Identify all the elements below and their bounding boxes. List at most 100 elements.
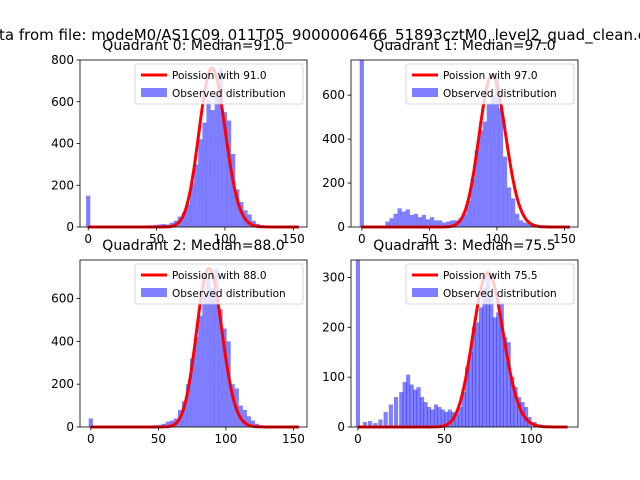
histogram-bar — [247, 214, 252, 227]
histogram-bar — [421, 214, 427, 227]
y-tick-label: 200 — [51, 377, 74, 391]
histogram-bar — [190, 183, 195, 227]
histogram-bar — [442, 222, 447, 227]
y-tick-label: 0 — [66, 420, 74, 434]
histogram-bar — [206, 99, 211, 227]
histogram-bar — [527, 223, 532, 227]
histogram-bar — [194, 164, 199, 227]
histogram-bar — [362, 422, 367, 427]
histogram-bar — [231, 153, 236, 227]
x-tick-label: 100 — [520, 432, 543, 446]
y-tick-label: 200 — [322, 176, 345, 190]
y-tick-label: 400 — [322, 132, 345, 146]
histogram-bar — [496, 312, 501, 427]
histogram-bar — [206, 277, 211, 427]
legend-hist-label: Observed distribution — [172, 88, 286, 100]
histogram-bar — [210, 110, 215, 227]
histogram-bar — [461, 392, 466, 427]
y-tick-label: 0 — [337, 420, 345, 434]
y-tick-label: 0 — [66, 220, 74, 234]
histogram-bar — [417, 217, 423, 227]
legend-box — [405, 263, 575, 305]
histogram-bar — [413, 389, 418, 427]
histogram-bar — [86, 195, 91, 227]
subplot-title: Quadrant 3: Median=75.5 — [373, 238, 555, 254]
histogram-bar — [250, 420, 256, 427]
subplot-quadrant-3: 0 50 100 0 100 200 300 Quadrant 3: Median=75.5 P… — [322, 238, 579, 446]
histogram-bar — [235, 189, 240, 227]
x-tick-label: 0 — [354, 432, 362, 446]
histogram-bar — [194, 337, 199, 427]
subplot-title: Quadrant 2: Median=88.0 — [102, 238, 284, 254]
histogram-bar — [169, 420, 174, 427]
histogram-bar — [450, 220, 455, 227]
histogram-bar — [202, 122, 207, 227]
histogram-bar — [406, 374, 411, 427]
histogram-bar — [181, 212, 187, 227]
y-tick-label: 400 — [51, 137, 74, 151]
histogram-bar — [478, 307, 484, 427]
histogram-bar — [242, 409, 247, 427]
legend-fit-label: Poission with 75.5 — [443, 270, 538, 282]
histogram-bar — [475, 322, 480, 427]
subplot-title: Quadrant 0: Median=91.0 — [102, 38, 284, 54]
legend-fit-label: Poission with 97.0 — [443, 70, 538, 82]
histogram-bar — [490, 95, 495, 227]
histogram-bar — [401, 211, 406, 227]
histogram-bar — [185, 204, 191, 227]
histogram-bar — [517, 397, 522, 427]
histogram-bar — [416, 387, 421, 427]
subplot-quadrant-2: 0 50 100 150 0 200 400 600 Quadrant 2: Median=88… — [51, 238, 308, 446]
histogram-bar — [470, 178, 475, 227]
subplot-quadrant-0: 0 50 100 150 0 200 400 600 800 Quadrant 0: Median… — [51, 38, 308, 246]
y-tick-label: 600 — [51, 95, 74, 109]
histogram-bar — [506, 342, 511, 427]
histogram-bar — [388, 404, 393, 427]
y-tick-label: 100 — [322, 370, 345, 384]
y-tick-label: 0 — [337, 220, 345, 234]
x-tick-label: 100 — [213, 232, 236, 246]
histogram-bar — [419, 397, 425, 427]
subplot-quadrant-1: 0 50 100 150 0 200 400 600 Quadrant 1: Median=97… — [322, 38, 579, 246]
histogram-bar — [405, 209, 410, 227]
legend-hist-swatch — [141, 288, 167, 297]
histogram-bar — [230, 384, 235, 427]
histogram-bar — [482, 287, 487, 427]
y-tick-label: 600 — [51, 292, 74, 306]
figure-suptitle: Data from file: modeM0/AS1C09_011T05_900… — [0, 26, 640, 45]
histogram-bar — [165, 421, 170, 427]
histogram-bar — [186, 384, 191, 427]
histogram-bar — [511, 198, 516, 227]
x-tick-label: 50 — [151, 432, 166, 446]
histogram-bar — [246, 416, 251, 427]
legend-box — [134, 63, 304, 105]
histogram-bar — [218, 309, 223, 427]
y-tick-label: 200 — [322, 320, 345, 334]
histogram-bar — [438, 220, 443, 227]
histogram-bar — [523, 222, 528, 227]
histogram-bar — [218, 68, 223, 227]
histogram-bar — [214, 268, 219, 427]
histogram-bar — [226, 120, 232, 227]
histogram-bar — [393, 213, 398, 227]
histogram-bar — [429, 217, 435, 227]
histogram-bar — [444, 412, 449, 427]
histogram-bar — [425, 219, 431, 227]
histogram-bar — [378, 419, 383, 427]
y-tick-label: 300 — [322, 270, 345, 284]
histogram-bar — [190, 358, 195, 427]
histogram-bar — [503, 337, 508, 427]
histogram-bar — [399, 392, 404, 427]
histogram-bar — [468, 352, 473, 427]
histogram-bar — [515, 213, 520, 227]
histogram-bar — [492, 317, 497, 427]
legend-box — [405, 63, 575, 105]
y-tick-label: 400 — [51, 334, 74, 348]
y-tick-label: 200 — [51, 178, 74, 192]
histogram-bar — [519, 220, 524, 227]
axes-frame — [350, 59, 579, 228]
legend-box — [134, 263, 304, 305]
legend-hist-swatch — [412, 88, 438, 97]
histogram-bar — [462, 213, 467, 227]
